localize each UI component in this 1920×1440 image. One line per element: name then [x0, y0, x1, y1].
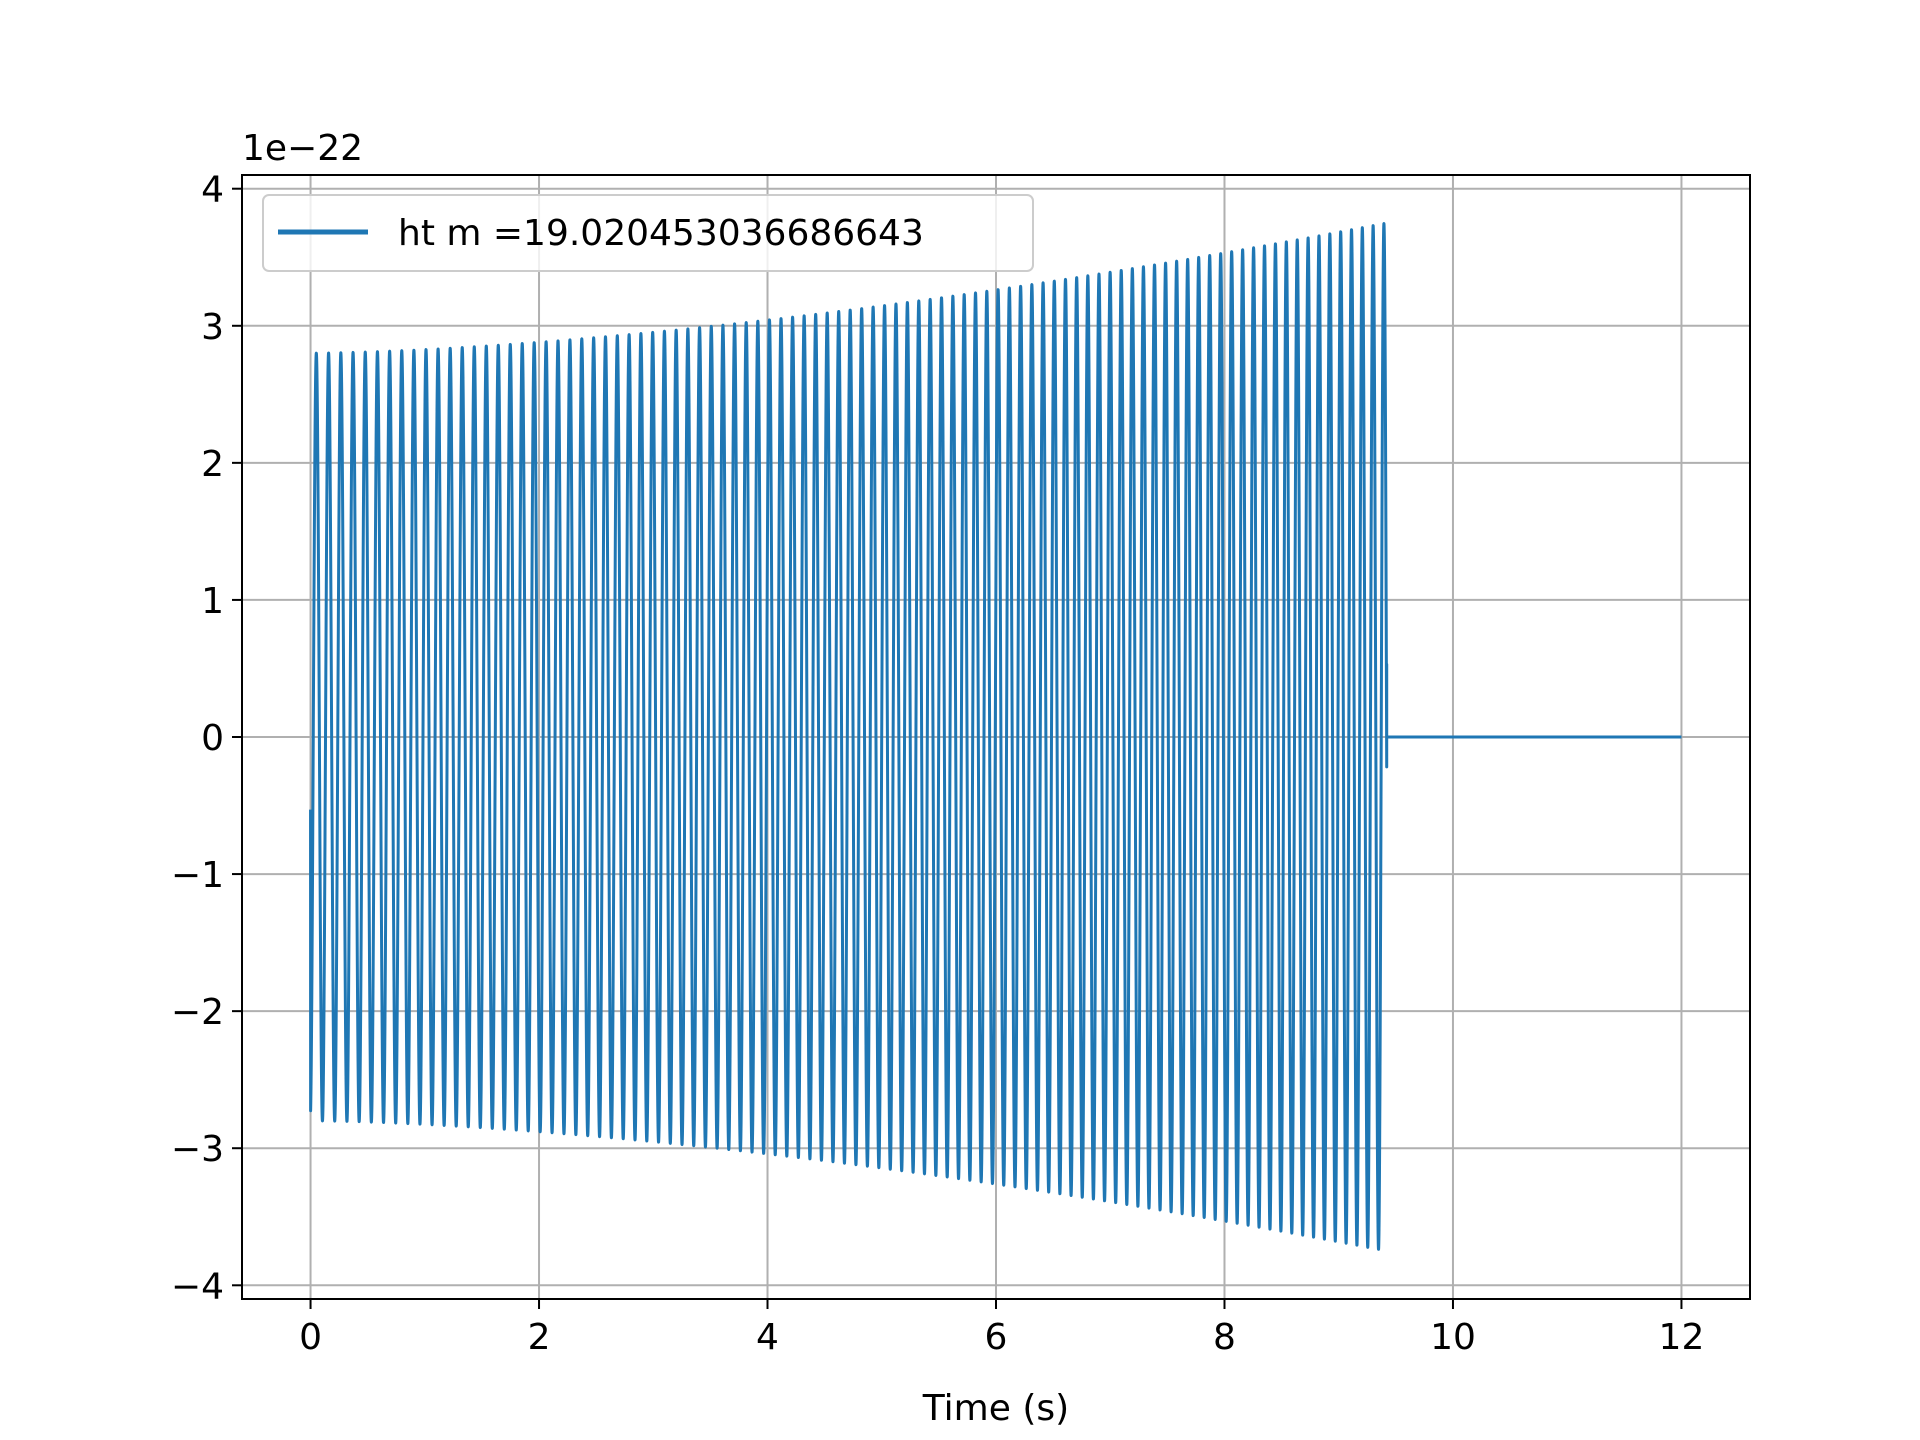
legend: ht m =19.020453036686643 [262, 194, 1034, 272]
y-tick-label: −4 [171, 1266, 224, 1307]
x-tick-label: 12 [1659, 1317, 1705, 1358]
x-tick-label: 6 [985, 1317, 1008, 1358]
y-tick-label: −1 [171, 855, 224, 896]
y-tick-label: 2 [201, 444, 224, 485]
y-tick-label: −3 [171, 1129, 224, 1170]
y-tick-label: −2 [171, 992, 224, 1033]
x-tick-label: 8 [1213, 1317, 1236, 1358]
legend-entry-label: ht m =19.020453036686643 [398, 213, 924, 254]
y-axis-offset-label: 1e−22 [242, 128, 363, 169]
y-tick-label: 1 [201, 581, 224, 622]
x-tick-label: 2 [528, 1317, 551, 1358]
y-tick-label: 3 [201, 307, 224, 348]
y-tick-label: 0 [201, 718, 224, 759]
x-axis-label: Time (s) [922, 1388, 1069, 1429]
plot-area [309, 222, 1682, 1251]
series-line-ht [309, 222, 1682, 1251]
x-tick-label: 10 [1430, 1317, 1476, 1358]
x-tick-label: 4 [756, 1317, 779, 1358]
x-tick-label: 0 [299, 1317, 322, 1358]
legend-box [262, 194, 1034, 272]
y-tick-label: 4 [201, 170, 224, 211]
